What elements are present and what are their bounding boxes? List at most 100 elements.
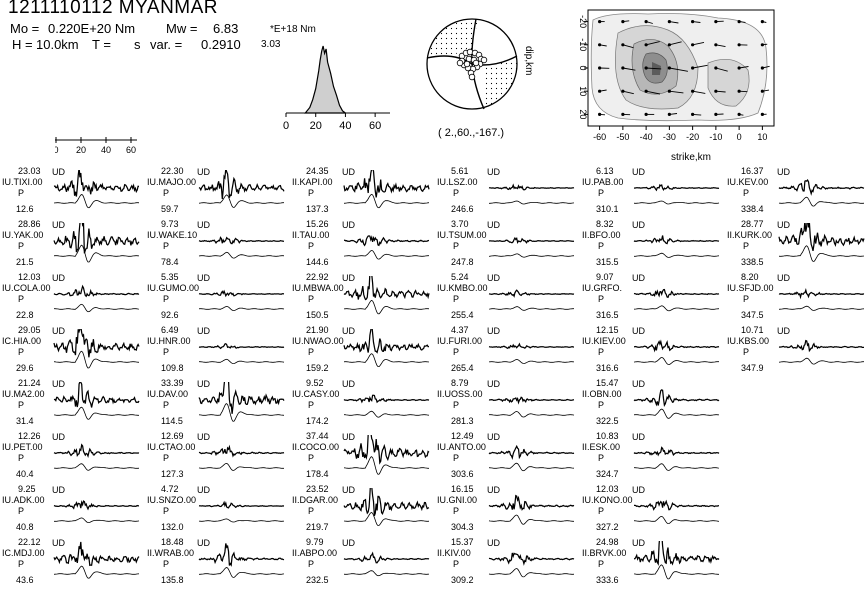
synthetic-waveform: [54, 517, 140, 523]
station-waveform: [633, 339, 720, 366]
timescale-tick-label: 40: [101, 145, 111, 155]
station-waveform: [53, 284, 140, 313]
station-phase: P: [163, 453, 170, 463]
observed-waveform: [778, 223, 865, 252]
station-amplitude: 9.25: [18, 484, 36, 494]
station-component: UD: [777, 220, 790, 230]
slip-vector: [646, 67, 662, 70]
station-phase: P: [743, 188, 750, 198]
station-waveform: [488, 289, 575, 311]
station-name: IU.CTAO.00: [147, 442, 196, 452]
station-name: IU.WAKE.10: [147, 230, 198, 240]
station-component: UD: [52, 538, 65, 548]
station-component: UD: [342, 220, 355, 230]
station-name: IU.GNI.00: [437, 495, 478, 505]
station-amplitude: 9.07: [596, 272, 614, 282]
synthetic-waveform: [343, 512, 430, 527]
station-name: IU.COLA.00: [2, 283, 51, 293]
station-azimuth: 333.6: [596, 575, 619, 585]
station-waveform: [53, 541, 140, 579]
focal-mechanism-beachball: [426, 18, 518, 110]
station-phase: P: [743, 347, 750, 357]
station-amplitude: 18.48: [161, 537, 184, 547]
station-azimuth: 247.8: [451, 257, 474, 267]
observed-waveform: [488, 236, 575, 244]
synthetic-waveform: [633, 357, 719, 366]
station-azimuth: 324.7: [596, 469, 619, 479]
synthetic-waveform: [488, 568, 575, 578]
station-component: UD: [52, 220, 65, 230]
station-panel: 5.24 UD IU.KMBO.00 P 255.4: [435, 272, 577, 326]
slip-vector: [622, 90, 634, 95]
station-panel: 24.98 UD II.BRVK.00 P 333.6: [580, 537, 722, 591]
station-azimuth: 322.5: [596, 416, 619, 426]
station-amplitude: 16.37: [741, 166, 764, 176]
station-waveform: [488, 552, 575, 578]
station-component: UD: [342, 273, 355, 283]
station-phase: P: [453, 506, 460, 516]
slip-vector: [692, 41, 705, 46]
station-name: IU.CASY.00: [292, 389, 340, 399]
station-waveform: [778, 179, 865, 207]
observed-waveform: [198, 289, 285, 298]
station-azimuth: 178.4: [306, 469, 329, 479]
station-azimuth: 304.3: [451, 522, 474, 532]
station-waveform: [198, 236, 285, 259]
var-label: var. =: [150, 37, 183, 52]
station-waveform: [633, 183, 720, 205]
station-panel: 8.79 UD II.UOSS.00 P 281.3: [435, 378, 577, 432]
synthetic-waveform: [488, 462, 575, 472]
source-time-function: 0 20 40 60: [283, 45, 390, 132]
station-amplitude: 22.30: [161, 166, 184, 176]
station-name: II.COCO.00: [292, 442, 340, 452]
station-phase: P: [163, 188, 170, 198]
station-waveform: [343, 394, 430, 418]
timescale-tick-label: 20: [76, 145, 86, 155]
station-panel: 23.52 UD II.DGAR.00 P 219.7: [290, 484, 432, 538]
slip-vector: [622, 20, 630, 23]
station-component: UD: [197, 220, 210, 230]
station-phase: P: [598, 506, 605, 516]
mw-label: Mw =: [166, 21, 198, 36]
observed-waveform: [488, 289, 575, 298]
synthetic-waveform: [489, 200, 575, 205]
station-amplitude: 21.90: [306, 325, 329, 335]
t-value: s: [134, 37, 141, 52]
station-polarity-marker: [456, 59, 464, 67]
station-waveform: [488, 183, 575, 205]
station-name: II.TAU.00: [292, 230, 330, 240]
observed-waveform: [198, 382, 285, 414]
observed-waveform: [633, 288, 720, 299]
observed-waveform: [343, 435, 430, 465]
mechanism-label: ( 2.,60.,-167.): [438, 127, 505, 139]
station-phase: P: [18, 559, 25, 569]
station-panel: 4.37 UD IU.FURI.00 P 265.4: [435, 325, 577, 379]
synthetic-waveform: [53, 565, 140, 579]
synthetic-waveform: [54, 303, 140, 313]
slip-x-tick-label: -10: [709, 132, 722, 142]
station-amplitude: 8.79: [451, 378, 469, 388]
station-name: II.BRVK.00: [582, 548, 627, 558]
station-amplitude: 9.73: [161, 219, 179, 229]
station-amplitude: 5.24: [451, 272, 469, 282]
station-azimuth: 315.5: [596, 257, 619, 267]
station-name: IU.KONO.00: [582, 495, 633, 505]
station-panel: 12.69 UD IU.CTAO.00 P 127.3: [145, 431, 287, 485]
station-azimuth: 347.9: [741, 363, 764, 373]
observed-waveform: [343, 170, 430, 198]
station-name: IU.GRFO.: [582, 283, 622, 293]
slip-vector: [692, 21, 701, 23]
station-phase: P: [18, 294, 25, 304]
station-phase: P: [163, 294, 170, 304]
station-azimuth: 40.4: [16, 469, 34, 479]
station-component: UD: [632, 220, 645, 230]
station-name: II.KAPI.00: [292, 177, 333, 187]
station-component: UD: [342, 485, 355, 495]
slip-y-tick-label: -10: [578, 38, 588, 51]
station-azimuth: 127.3: [161, 469, 184, 479]
observed-waveform: [198, 444, 285, 458]
station-phase: P: [598, 294, 605, 304]
synthetic-waveform: [53, 194, 140, 209]
synthetic-waveform: [343, 193, 430, 209]
station-azimuth: 303.6: [451, 469, 474, 479]
